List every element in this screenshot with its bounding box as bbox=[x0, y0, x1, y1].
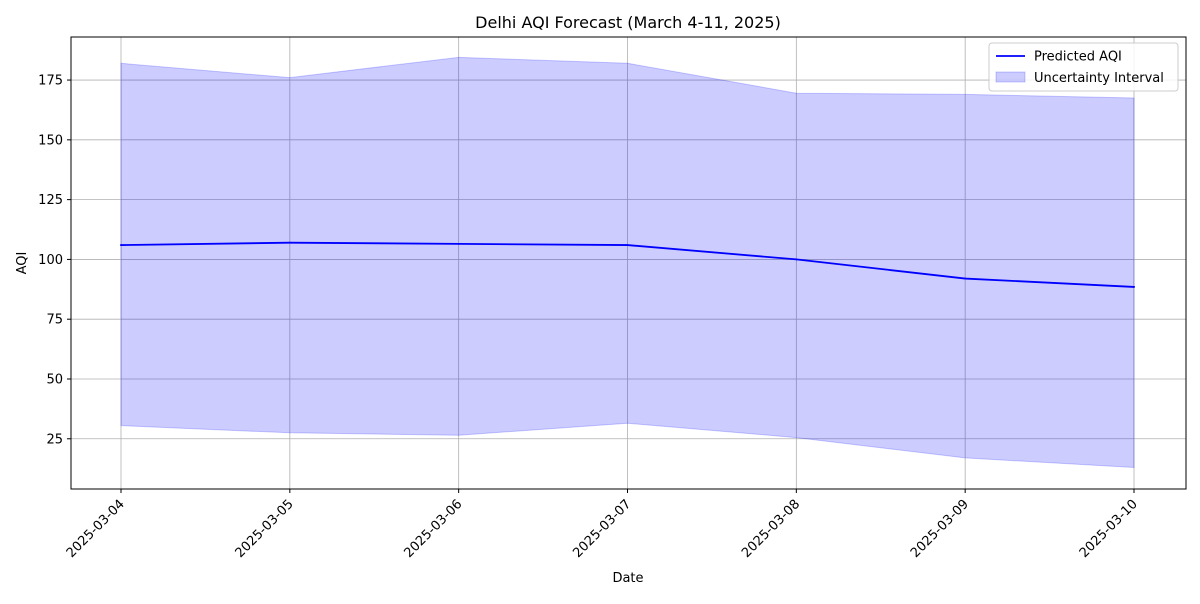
data-point-2025-03-07 bbox=[626, 244, 629, 246]
series-line-layer bbox=[120, 241, 1135, 288]
legend-box bbox=[988, 42, 1179, 92]
legend-band-swatch bbox=[995, 71, 1026, 83]
y-axis-label: AQI bbox=[15, 252, 30, 275]
data-point-2025-03-08 bbox=[795, 258, 798, 261]
x-tick-label: 2025-03-04 bbox=[64, 497, 128, 561]
y-tick-label: 100 bbox=[38, 253, 63, 268]
chart-title: Delhi AQI Forecast (March 4-11, 2025) bbox=[475, 13, 781, 32]
x-tick-label: 2025-03-10 bbox=[1077, 497, 1141, 561]
y-axis-ticks: 25 50 75 100 125 150 175 bbox=[38, 74, 71, 447]
x-tick-label: 2025-03-05 bbox=[233, 497, 297, 561]
plot-frame bbox=[70, 36, 1187, 490]
legend-label-uncertainty-interval: Uncertainty Interval bbox=[1034, 71, 1164, 86]
data-point-2025-03-09 bbox=[964, 277, 967, 280]
y-tick-label: 75 bbox=[46, 313, 63, 328]
uncertainty-band-layer bbox=[120, 56, 1135, 469]
y-tick-label: 125 bbox=[38, 193, 63, 208]
x-tick-label: 2025-03-07 bbox=[570, 497, 634, 561]
y-tick-label: 50 bbox=[46, 372, 63, 387]
x-tick-label: 2025-03-06 bbox=[401, 497, 465, 561]
x-axis-label: Date bbox=[612, 571, 643, 586]
x-axis-ticks: 2025-03-04 2025-03-05 2025-03-06 2025-03-07… bbox=[64, 489, 1141, 561]
legend-label-predicted-aqi: Predicted AQI bbox=[1034, 50, 1122, 65]
data-point-2025-03-05 bbox=[288, 241, 291, 244]
x-tick-label: 2025-03-09 bbox=[908, 497, 972, 561]
y-tick-label: 25 bbox=[46, 432, 63, 447]
y-tick-label: 175 bbox=[38, 74, 63, 89]
data-point-2025-03-06 bbox=[457, 242, 460, 245]
legend: Predicted AQI Uncertainty Interval bbox=[988, 42, 1179, 92]
data-point-2025-03-10 bbox=[1133, 286, 1135, 288]
uncertainty-band-area bbox=[120, 56, 1135, 469]
data-point-2025-03-04 bbox=[120, 244, 122, 246]
y-tick-label: 150 bbox=[38, 133, 63, 148]
x-tick-label: 2025-03-08 bbox=[739, 497, 803, 561]
